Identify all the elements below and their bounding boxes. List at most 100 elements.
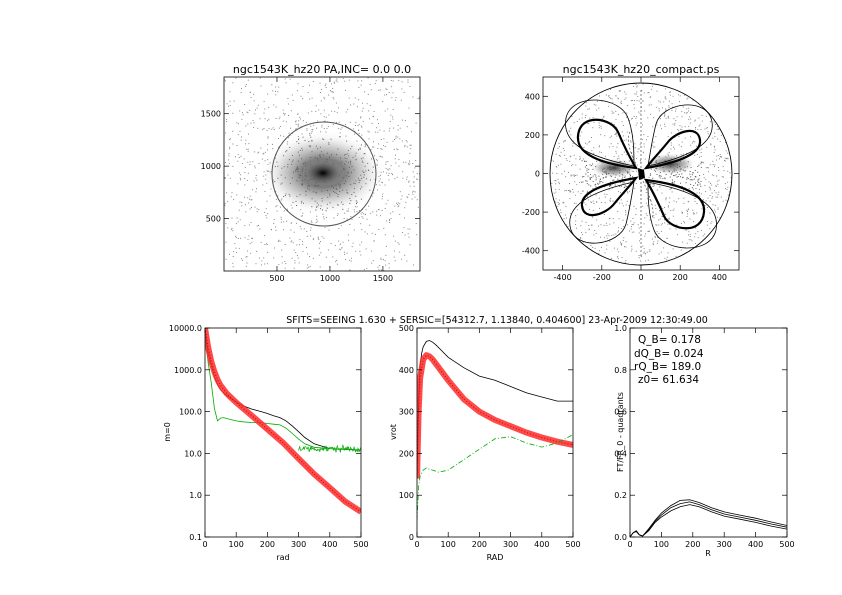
image-2-pixel <box>705 178 707 180</box>
image-2-pixel <box>665 108 667 110</box>
image-2-pixel <box>560 212 562 213</box>
image-2-pixel <box>683 221 685 222</box>
image-2-pixel <box>609 217 611 219</box>
panel-3-xtick-label: 400 <box>322 540 337 549</box>
image-1-pixel <box>387 168 389 170</box>
image-2-pixel <box>651 144 653 146</box>
image-2-pixel <box>609 223 611 225</box>
contour-lines <box>565 90 717 258</box>
image-1-pixel <box>334 111 336 113</box>
image-1-pixel <box>398 205 400 207</box>
image-2-pixel <box>572 189 574 190</box>
image-2-pixel <box>719 156 721 157</box>
image-2-pixel <box>598 122 600 124</box>
image-2-pixel <box>687 97 689 99</box>
image-1-pixel <box>380 269 382 271</box>
image-2-pixel <box>680 249 682 251</box>
image-1-pixel <box>237 183 239 185</box>
image-2-pixel <box>604 155 606 157</box>
image-1-pixel <box>409 185 411 187</box>
panel-4-ytick-label: 0 <box>409 533 414 542</box>
image-2-pixel <box>598 197 600 199</box>
image-2-pixel <box>698 164 700 166</box>
image-2-pixel <box>714 146 716 148</box>
image-2-pixel <box>590 245 592 247</box>
image-2-pixel <box>656 124 658 126</box>
image-1-pixel <box>378 269 380 271</box>
image-2-pixel <box>587 175 589 177</box>
image-1-pixel <box>253 122 255 124</box>
image-2-pixel <box>691 187 693 189</box>
image-2-pixel <box>667 205 669 207</box>
image-1-pixel <box>397 125 399 126</box>
image-1-pixel <box>302 212 304 214</box>
image-2-pixel <box>727 181 729 183</box>
image-1-pixel <box>243 158 245 160</box>
image-2-pixel <box>714 132 716 134</box>
panel-3-xtick-label: 300 <box>291 540 306 549</box>
image-2-pixel <box>688 201 690 203</box>
image-1-pixel <box>245 256 247 258</box>
image-2-pixel <box>688 239 690 241</box>
image-2-pixel <box>711 174 713 176</box>
panel-1-ytick-label: 1500 <box>201 110 221 119</box>
image-2-pixel <box>684 112 686 114</box>
image-2-pixel <box>621 244 622 246</box>
image-2-pixel <box>593 103 595 105</box>
image-1-pixel <box>383 138 385 140</box>
image-2-pixel <box>585 173 587 175</box>
image-2-pixel <box>621 103 623 105</box>
image-2-pixel <box>563 141 564 143</box>
image-2-pixel <box>656 173 658 175</box>
image-1-pixel <box>224 80 226 82</box>
image-2-pixel <box>609 240 611 242</box>
image-2-pixel <box>707 171 709 173</box>
image-2-pixel <box>649 219 651 221</box>
image-1-pixel <box>249 243 251 245</box>
image-1-pixel <box>380 139 382 140</box>
image-2-pixel <box>678 144 680 146</box>
image-1-pixel <box>358 133 360 134</box>
image-1-pixel <box>408 107 410 109</box>
image-2-pixel <box>633 100 635 102</box>
image-1-pixel <box>226 121 228 122</box>
image-1-pixel <box>256 179 258 181</box>
image-2-pixel <box>632 157 634 159</box>
image-2-pixel <box>704 233 706 235</box>
image-2-pixel <box>581 176 583 178</box>
image-2-pixel <box>563 202 565 204</box>
image-1-pixel <box>394 158 396 160</box>
image-1-pixel <box>236 145 238 146</box>
image-2-pixel <box>689 233 691 235</box>
image-2-pixel <box>581 190 583 192</box>
image-2-pixel <box>709 228 711 230</box>
image-1-pixel <box>248 202 250 204</box>
image-2-pixel <box>621 131 623 133</box>
image-1-pixel <box>416 178 418 180</box>
image-2-pixel <box>668 117 670 119</box>
image-1-pixel <box>338 228 340 229</box>
image-2-pixel <box>636 158 637 160</box>
image-2-pixel <box>608 105 610 107</box>
image-1-pixel <box>385 88 387 90</box>
image-1-pixel <box>328 94 330 96</box>
image-1-pixel <box>295 123 297 125</box>
image-1-pixel <box>244 166 246 168</box>
image-1-pixel <box>227 174 229 176</box>
image-2-pixel <box>582 190 584 192</box>
panel-3-ytick-label: 10000.0 <box>169 324 202 333</box>
image-2-pixel <box>630 250 632 252</box>
image-2-pixel <box>619 192 621 194</box>
image-2-pixel <box>670 210 672 211</box>
image-2-pixel <box>684 126 686 128</box>
panel-m0-profile: 0 100 200 300 400 5000.11.010.0100.01000.0100… <box>163 324 369 562</box>
image-1-pixel <box>284 113 286 115</box>
image-1-pixel <box>247 79 249 81</box>
image-1-pixel <box>350 216 352 218</box>
image-2-pixel <box>673 118 675 120</box>
image-2-pixel <box>707 207 708 208</box>
image-2-pixel <box>706 224 708 226</box>
image-2-pixel <box>582 234 584 236</box>
image-1-pixel <box>378 229 380 230</box>
panel-5-series-1 <box>630 501 787 537</box>
